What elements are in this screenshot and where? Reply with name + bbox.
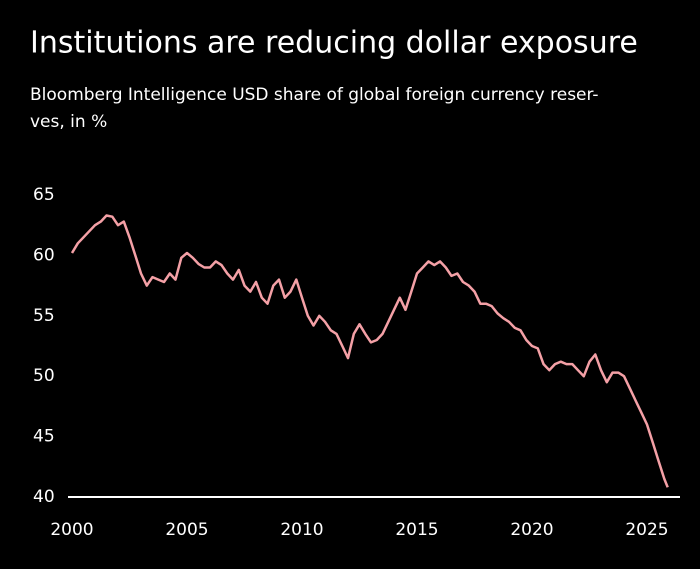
x-tick-label: 2010 <box>280 520 323 540</box>
chart-title: Institutions are reducing dollar exposur… <box>30 26 638 61</box>
x-tick-label: 2020 <box>510 520 553 540</box>
x-tick-label: 2005 <box>165 520 208 540</box>
y-tick-label: 40 <box>33 487 55 507</box>
x-tick-label: 2015 <box>395 520 438 540</box>
chart-subtitle: Bloomberg Intelligence USD share of glob… <box>30 85 599 105</box>
y-tick-label: 45 <box>33 427 55 447</box>
y-tick-label: 55 <box>33 306 55 326</box>
y-tick-label: 50 <box>33 366 55 386</box>
data-line <box>70 214 669 488</box>
chart-subtitle: ves, in % <box>30 112 107 132</box>
x-tick-label: 2000 <box>50 520 93 540</box>
y-tick-label: 65 <box>33 185 55 205</box>
x-tick-label: 2025 <box>625 520 668 540</box>
y-tick-label: 60 <box>33 245 55 265</box>
